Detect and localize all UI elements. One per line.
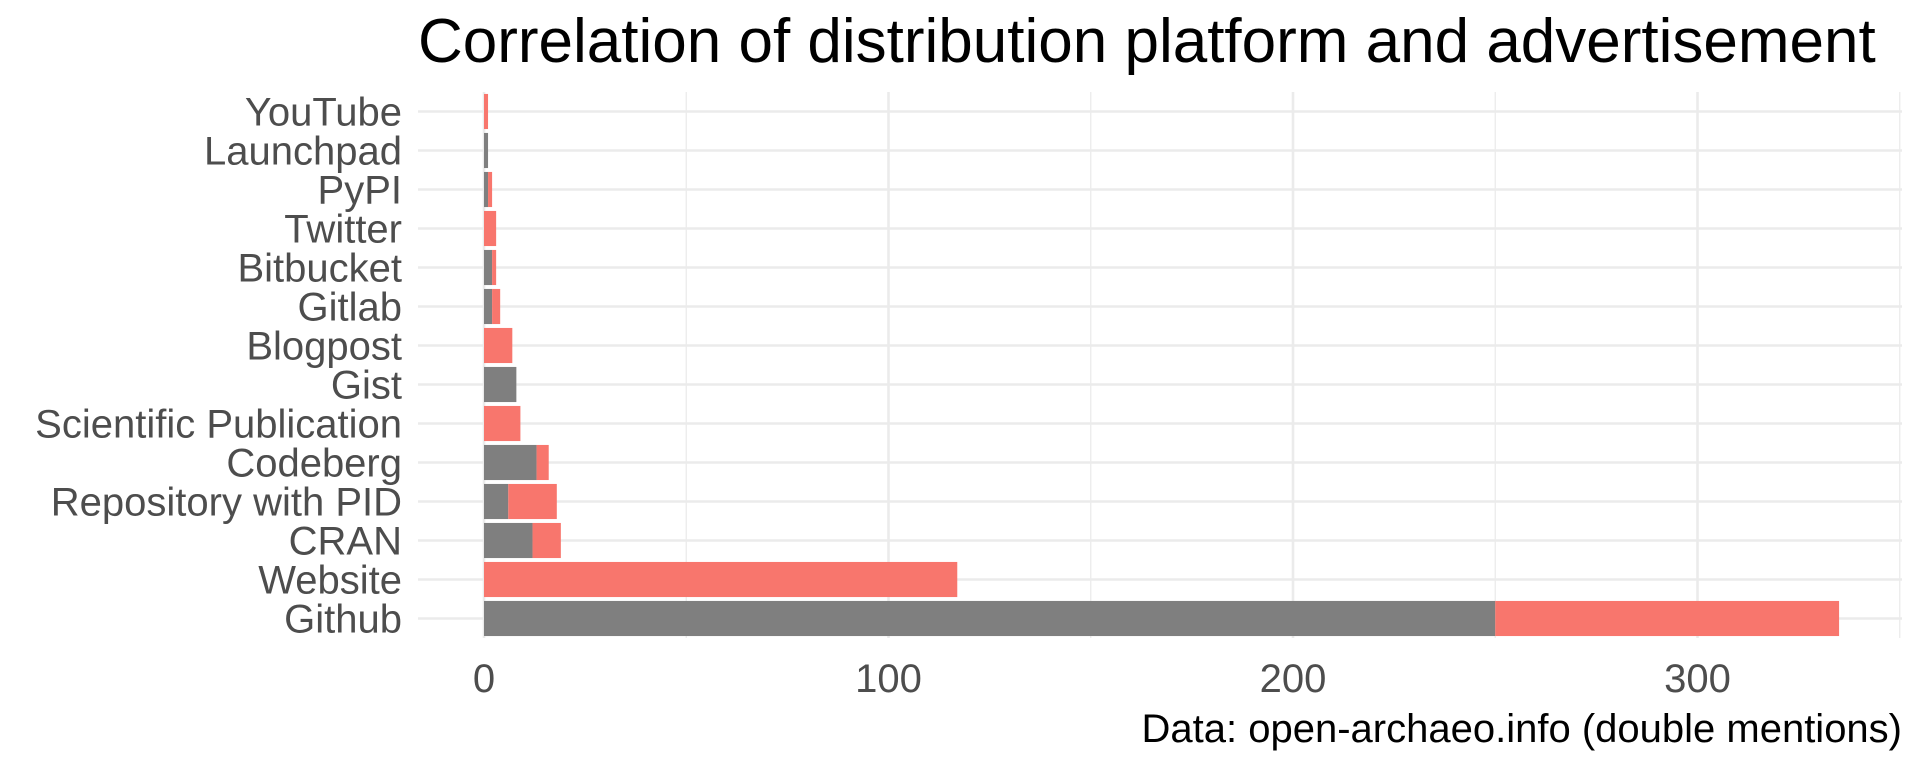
chart-caption: Data: open-archaeo.info (double mentions… — [1142, 707, 1902, 751]
x-tick-label: 100 — [855, 657, 922, 701]
bar-gitlab-s1 — [484, 288, 493, 325]
category-labels: YouTubeLaunchpadPyPITwitterBitbucketGitl… — [35, 91, 402, 642]
bar-codeberg-s1 — [484, 444, 537, 481]
x-tick-label: 200 — [1260, 657, 1327, 701]
bar-cran-s2 — [532, 522, 561, 559]
category-label: PyPI — [318, 169, 402, 213]
category-label: Scientific Publication — [35, 403, 402, 447]
bar-repository-with-pid-s1 — [484, 483, 509, 520]
bar-launchpad-s1 — [484, 132, 489, 169]
category-label: Gitlab — [298, 286, 403, 330]
category-label: Repository with PID — [51, 481, 402, 525]
bar-twitter-s2 — [484, 210, 497, 247]
bar-blogpost-s2 — [484, 327, 513, 364]
category-label: Bitbucket — [237, 247, 402, 291]
bar-gist-s1 — [484, 366, 517, 403]
x-tick-labels: 0 100 200 300 — [473, 657, 1731, 701]
bar-repository-with-pid-s2 — [508, 483, 557, 520]
bar-scientific-publication-s2 — [484, 405, 521, 442]
bar-cran-s1 — [484, 522, 533, 559]
category-label: Twitter — [284, 208, 402, 252]
x-tick-label: 300 — [1664, 657, 1731, 701]
bar-gitlab-s2 — [492, 288, 501, 325]
bar-pypi-s2 — [488, 171, 493, 208]
category-label: Blogpost — [246, 325, 402, 369]
category-label: CRAN — [289, 520, 402, 564]
category-label: Gist — [331, 364, 402, 408]
category-label: Github — [284, 598, 402, 642]
category-label: Website — [258, 559, 402, 603]
bar-youtube-s2 — [484, 93, 489, 130]
category-label: Codeberg — [226, 442, 402, 486]
category-label: Launchpad — [204, 130, 402, 174]
category-label: YouTube — [245, 91, 402, 135]
x-tick-label: 0 — [473, 657, 495, 701]
bar-bitbucket-s2 — [492, 249, 497, 286]
bar-website-s2 — [484, 561, 958, 598]
bar-github-s1 — [484, 600, 1496, 637]
bar-bitbucket-s1 — [484, 249, 493, 286]
chart-title: Correlation of distribution platform and… — [418, 7, 1876, 76]
grid — [418, 92, 1902, 638]
bar-pypi-s1 — [484, 171, 489, 208]
bars — [484, 93, 1840, 637]
bar-codeberg-s2 — [536, 444, 549, 481]
bar-github-s2 — [1495, 600, 1840, 637]
